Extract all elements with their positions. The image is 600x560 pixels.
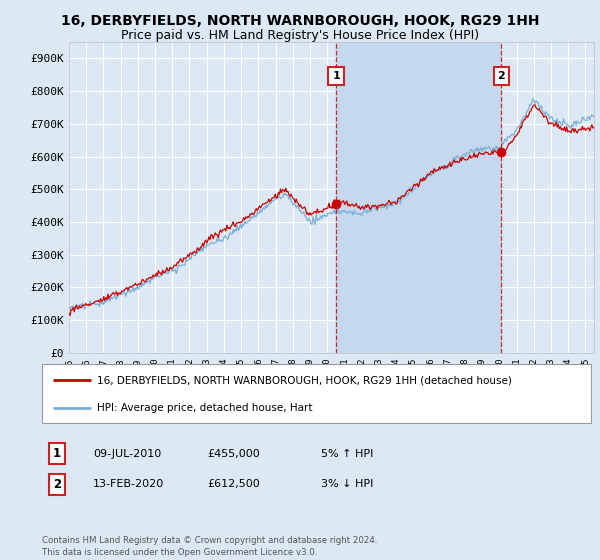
Bar <box>336 42 502 353</box>
Text: 13-FEB-2020: 13-FEB-2020 <box>93 479 164 489</box>
Text: 09-JUL-2010: 09-JUL-2010 <box>93 449 161 459</box>
FancyBboxPatch shape <box>42 364 591 423</box>
Text: 2: 2 <box>53 478 61 491</box>
Text: £612,500: £612,500 <box>207 479 260 489</box>
Text: 1: 1 <box>53 447 61 460</box>
Text: £455,000: £455,000 <box>207 449 260 459</box>
Text: 5% ↑ HPI: 5% ↑ HPI <box>321 449 373 459</box>
Text: HPI: Average price, detached house, Hart: HPI: Average price, detached house, Hart <box>97 403 313 413</box>
Text: 1: 1 <box>332 71 340 81</box>
Text: 16, DERBYFIELDS, NORTH WARNBOROUGH, HOOK, RG29 1HH (detached house): 16, DERBYFIELDS, NORTH WARNBOROUGH, HOOK… <box>97 375 512 385</box>
Text: 3% ↓ HPI: 3% ↓ HPI <box>321 479 373 489</box>
Text: Price paid vs. HM Land Registry's House Price Index (HPI): Price paid vs. HM Land Registry's House … <box>121 29 479 42</box>
Text: Contains HM Land Registry data © Crown copyright and database right 2024.
This d: Contains HM Land Registry data © Crown c… <box>42 536 377 557</box>
Text: 16, DERBYFIELDS, NORTH WARNBOROUGH, HOOK, RG29 1HH: 16, DERBYFIELDS, NORTH WARNBOROUGH, HOOK… <box>61 14 539 28</box>
Text: 2: 2 <box>497 71 505 81</box>
